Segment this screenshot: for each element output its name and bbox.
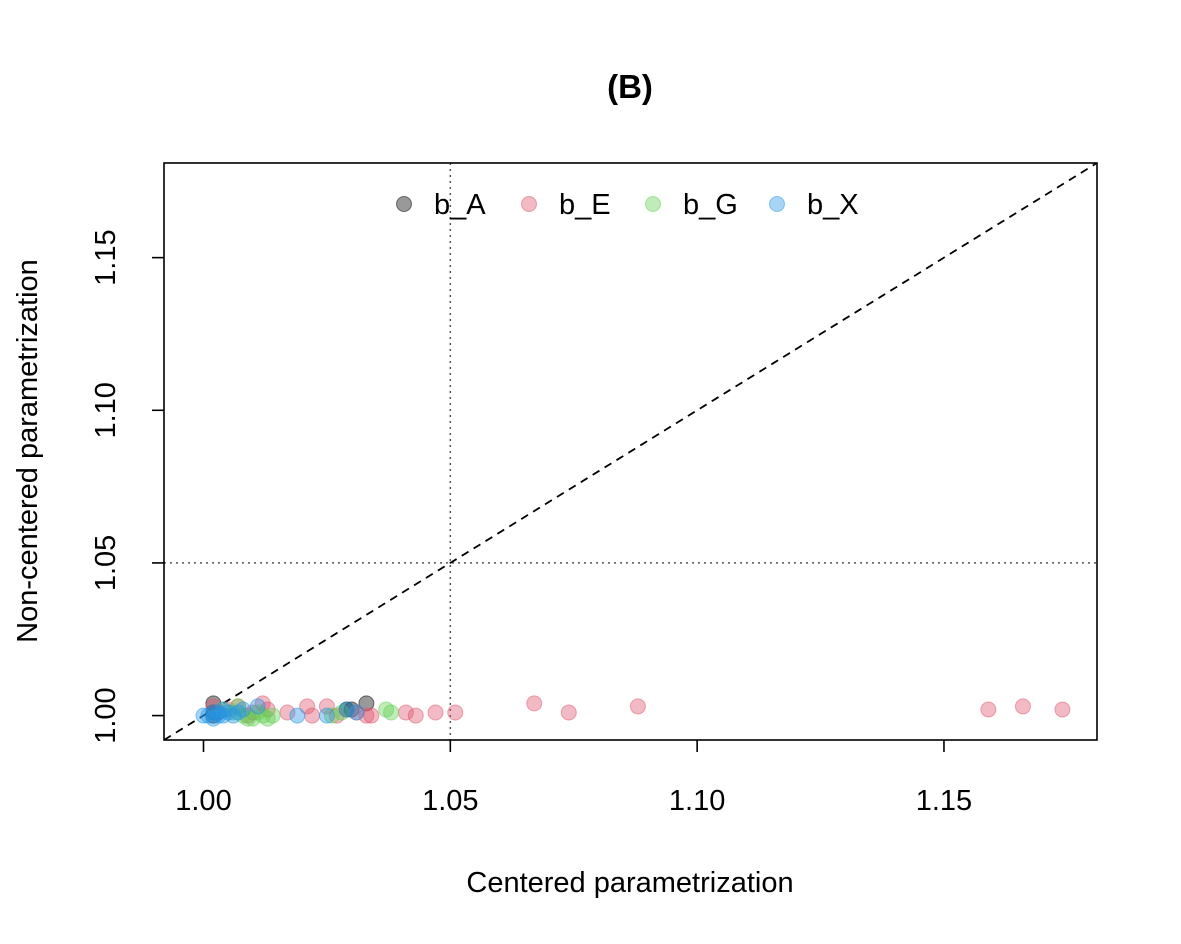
data-point-b-e (299, 698, 316, 715)
legend-label: b_G (683, 189, 738, 221)
data-point-b-e (427, 704, 444, 721)
legend-marker (769, 196, 785, 212)
legend-marker (521, 196, 537, 212)
data-point-b-e (363, 707, 380, 724)
data-point-b-e (1014, 698, 1031, 715)
x-tick-label: 1.15 (916, 785, 972, 817)
data-point-b-x (234, 701, 251, 718)
x-axis-title: Centered parametrization (466, 867, 793, 899)
y-tick-label: 1.00 (90, 687, 122, 743)
y-tick-label: 1.05 (90, 535, 122, 591)
data-point-b-x (348, 704, 365, 721)
data-point-b-e (318, 698, 335, 715)
data-point-b-x (289, 707, 306, 724)
data-point-b-x (225, 707, 242, 724)
legend-marker (396, 196, 412, 212)
x-tick-label: 1.10 (669, 785, 725, 817)
y-tick-label: 1.15 (90, 229, 122, 285)
data-point-b-e (1054, 701, 1071, 718)
data-point-b-e (526, 695, 543, 712)
legend-label: b_A (434, 189, 486, 221)
data-point-b-e (560, 704, 577, 721)
data-point-b-x (230, 704, 247, 721)
data-point-b-e (358, 707, 375, 724)
data-point-b-e (304, 707, 321, 724)
y-axis-title: Non-centered parametrization (12, 259, 44, 643)
legend-marker (645, 196, 661, 212)
legend-label: b_X (807, 189, 859, 221)
data-point-b-g (264, 707, 281, 724)
data-point-b-a (343, 701, 360, 718)
x-tick-label: 1.05 (422, 785, 478, 817)
data-point-b-g (323, 707, 340, 724)
legend-label: b_E (559, 189, 611, 221)
data-point-b-x (318, 707, 335, 724)
data-point-b-e (980, 701, 997, 718)
data-point-b-e (447, 704, 464, 721)
data-point-b-g (378, 701, 395, 718)
plot-frame (163, 162, 1098, 741)
identity-diagonal-line (164, 163, 1097, 740)
legend: b_A b_E b_G b_X (396, 189, 859, 221)
data-point-b-g (383, 704, 400, 721)
data-point-b-g (259, 710, 276, 727)
plot-clip-group (164, 163, 1097, 740)
data-point-b-x (249, 698, 266, 715)
x-tick-label: 1.00 (175, 785, 231, 817)
data-point-b-e (407, 707, 424, 724)
chart-title: (B) (607, 68, 653, 105)
plot-area: 1.00 1.05 1.10 1.15 1.00 1.05 1.10 1.15 (90, 163, 1097, 817)
data-point-b-e (629, 698, 646, 715)
data-point-b-a (358, 695, 375, 712)
data-point-b-x (338, 701, 355, 718)
y-tick-label: 1.10 (90, 382, 122, 438)
